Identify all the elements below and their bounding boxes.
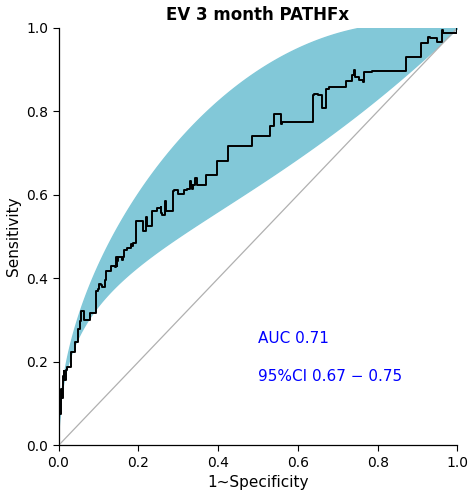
Y-axis label: Sensitivity: Sensitivity <box>6 197 20 276</box>
Title: EV 3 month PATHFx: EV 3 month PATHFx <box>166 5 349 23</box>
Text: 95%CI 0.67 − 0.75: 95%CI 0.67 − 0.75 <box>258 369 402 384</box>
X-axis label: 1~Specificity: 1~Specificity <box>207 476 309 491</box>
Text: AUC 0.71: AUC 0.71 <box>258 331 329 347</box>
